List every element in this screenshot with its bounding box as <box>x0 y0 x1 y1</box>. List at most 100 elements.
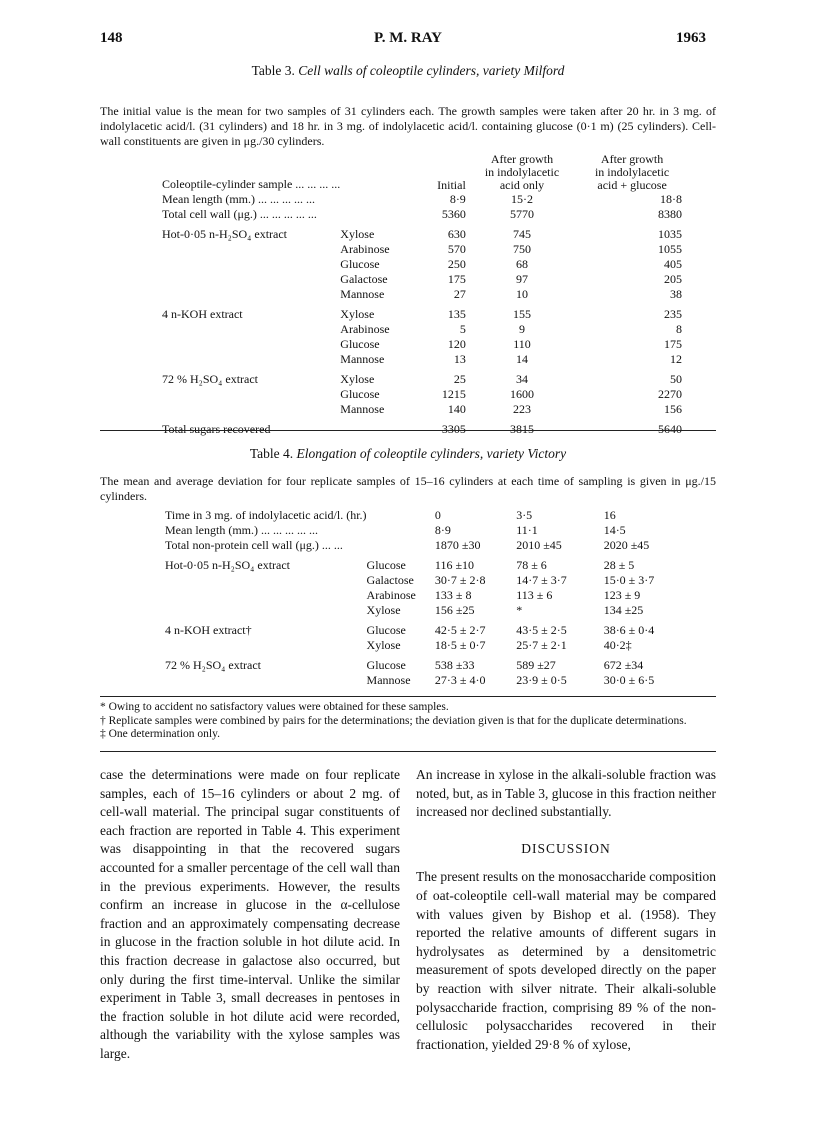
table-cell-label: Mean length (mm.) ... ... ... ... ... <box>162 192 315 206</box>
table-cell-sugar <box>340 417 427 437</box>
table-cell-label <box>162 352 340 367</box>
table4: Time in 3 mg. of indolylacetic acid/l. (… <box>165 508 685 688</box>
table-cell-value: 672 ±34 <box>603 658 644 672</box>
table-cell-value: 23·9 ± 0·5 <box>516 673 567 687</box>
table3-label: Table 3. <box>251 63 295 78</box>
table-cell-value: 630 <box>447 227 466 241</box>
table-cell-label <box>162 242 340 257</box>
table-cell-value: 2010 ±45 <box>516 538 562 552</box>
table-row: Coleoptile-cylinder sample ... ... ... .… <box>162 148 686 192</box>
table-cell-value: 68 <box>516 257 528 271</box>
table-cell-sugar: Mannose <box>340 287 385 301</box>
table-cell-label <box>165 673 367 688</box>
table-cell-label <box>165 573 367 588</box>
running-author: P. M. RAY <box>373 30 443 46</box>
table-cell-sugar: Glucose <box>340 337 380 351</box>
table-cell-value: 1035 <box>658 227 682 241</box>
footnote: † Replicate samples were combined by pai… <box>100 714 687 727</box>
table-cell-value: 25·7 ± 2·1 <box>516 638 567 652</box>
table-cell-sugar: Arabinose <box>340 242 390 256</box>
table-cell-sugar <box>340 207 427 222</box>
right-column: An increase in xylose in the alkali-solu… <box>416 766 716 1054</box>
table-cell-value: 3815 <box>510 422 534 436</box>
table-cell-label <box>162 322 340 337</box>
table-cell-label <box>165 588 367 603</box>
left-column: case the determinations were made on fou… <box>100 766 400 1064</box>
table-row: Xylose 156 ±25 * 134 ±25 <box>165 603 685 618</box>
table-cell-value: 120 <box>447 337 466 351</box>
table-cell-sugar: Xylose <box>340 372 375 386</box>
table-cell-value: 155 <box>513 307 531 321</box>
paragraph: An increase in xylose in the alkali-solu… <box>416 767 716 820</box>
table-cell-sugar <box>367 523 435 538</box>
table-row: Mannose 27·3 ± 4·0 23·9 ± 0·5 30·0 ± 6·5 <box>165 673 685 688</box>
table-cell-value: 205 <box>664 272 682 286</box>
table-cell-label: 72 % H₂SO₄ extract <box>165 658 262 672</box>
table-cell-value: 175 <box>664 337 682 351</box>
table-cell-value: 18·5 ± 0·7 <box>434 638 486 652</box>
table-cell-value: 14·7 ± 3·7 <box>516 573 567 587</box>
table-row: Galactose 175 97 205 <box>162 272 686 287</box>
divider <box>100 430 716 431</box>
table-cell-sugar: Glucose <box>340 257 380 271</box>
table3: Coleoptile-cylinder sample ... ... ... .… <box>162 148 686 437</box>
table-cell-label: 4 n-KOH extract <box>162 307 243 321</box>
table-cell-value: 250 <box>447 257 466 271</box>
table-cell-value: 2270 <box>658 387 682 401</box>
table-cell-value: 8 <box>676 322 682 336</box>
table-cell-value: 0 <box>434 508 441 522</box>
table-row: Time in 3 mg. of indolylacetic acid/l. (… <box>165 508 685 523</box>
table-cell-value: 1600 <box>510 387 534 401</box>
footnote: * Owing to accident no satisfactory valu… <box>100 701 449 713</box>
table-cell-value: 15·2 <box>511 192 533 206</box>
table-cell-value: 110 <box>513 337 531 351</box>
table-row: Glucose 250 68 405 <box>162 257 686 272</box>
table-row: Mean length (mm.) ... ... ... ... ... 8·9… <box>165 523 685 538</box>
table-cell-value: 175 <box>447 272 466 286</box>
table-cell-value: 38·6 ± 0·4 <box>603 623 655 637</box>
page-number: 148 <box>100 30 123 46</box>
table-cell-sugar: Glucose <box>366 623 406 637</box>
table-row: Mannose 27 10 38 <box>162 287 686 302</box>
footnote: ‡ One determination only. <box>100 728 220 740</box>
divider <box>100 751 716 752</box>
table-cell-value: 135 <box>447 307 466 321</box>
table-cell-value: 8·9 <box>434 523 451 537</box>
table-cell-sugar: Galactose <box>366 573 414 587</box>
table-cell-sugar: Mannose <box>340 402 385 416</box>
table-cell-value: 156 ±25 <box>434 603 475 617</box>
table-cell-value: 5 <box>459 322 466 336</box>
table3-caption: The initial value is the mean for two sa… <box>100 104 716 148</box>
table-cell-value: 113 ± 6 <box>516 588 553 602</box>
table-cell-value: 745 <box>513 227 531 241</box>
table-row: Arabinose 570 750 1055 <box>162 242 686 257</box>
table-row: Glucose 120 110 175 <box>162 337 686 352</box>
table-cell-sugar: Xylose <box>366 603 401 617</box>
table-cell-value: 16 <box>603 508 616 522</box>
table-row: Arabinose 5 9 8 <box>162 322 686 337</box>
table-cell-value: 28 ± 5 <box>603 558 635 572</box>
table-cell-value: 750 <box>513 242 531 256</box>
table-cell-value: 405 <box>664 257 682 271</box>
table-cell-value: 30·7 ± 2·8 <box>434 573 486 587</box>
table3-title-text: Cell walls of coleoptile cylinders, vari… <box>298 63 565 78</box>
table-cell-label: Hot-0·05 n-H₂SO₄ extract <box>165 558 291 572</box>
table-cell-sugar: Xylose <box>366 638 401 652</box>
table-cell-value: 140 <box>447 402 466 416</box>
table-cell-label <box>165 603 367 618</box>
table4-label: Table 4. <box>249 446 294 461</box>
table-cell-value: 156 <box>664 402 682 416</box>
table-cell-value: 116 ±10 <box>434 558 475 572</box>
table-cell-value: 14 <box>516 352 528 366</box>
table-cell-label <box>162 387 340 402</box>
table4-caption: The mean and average deviation for four … <box>100 474 716 503</box>
table-cell-value: 8·9 <box>449 192 466 206</box>
footnotes: * Owing to accident no satisfactory valu… <box>100 701 716 742</box>
table-cell-label: Coleoptile-cylinder sample ... ... ... .… <box>162 177 341 191</box>
table-cell-value: 30·0 ± 6·5 <box>603 673 655 687</box>
table-row: Mean length (mm.) ... ... ... ... ... 8·9… <box>162 192 686 207</box>
table-cell-sugar: Glucose <box>366 558 406 572</box>
table-cell-value: 570 <box>447 242 466 256</box>
table-cell-value: 235 <box>664 307 682 321</box>
table-cell-sugar: Glucose <box>340 387 380 401</box>
